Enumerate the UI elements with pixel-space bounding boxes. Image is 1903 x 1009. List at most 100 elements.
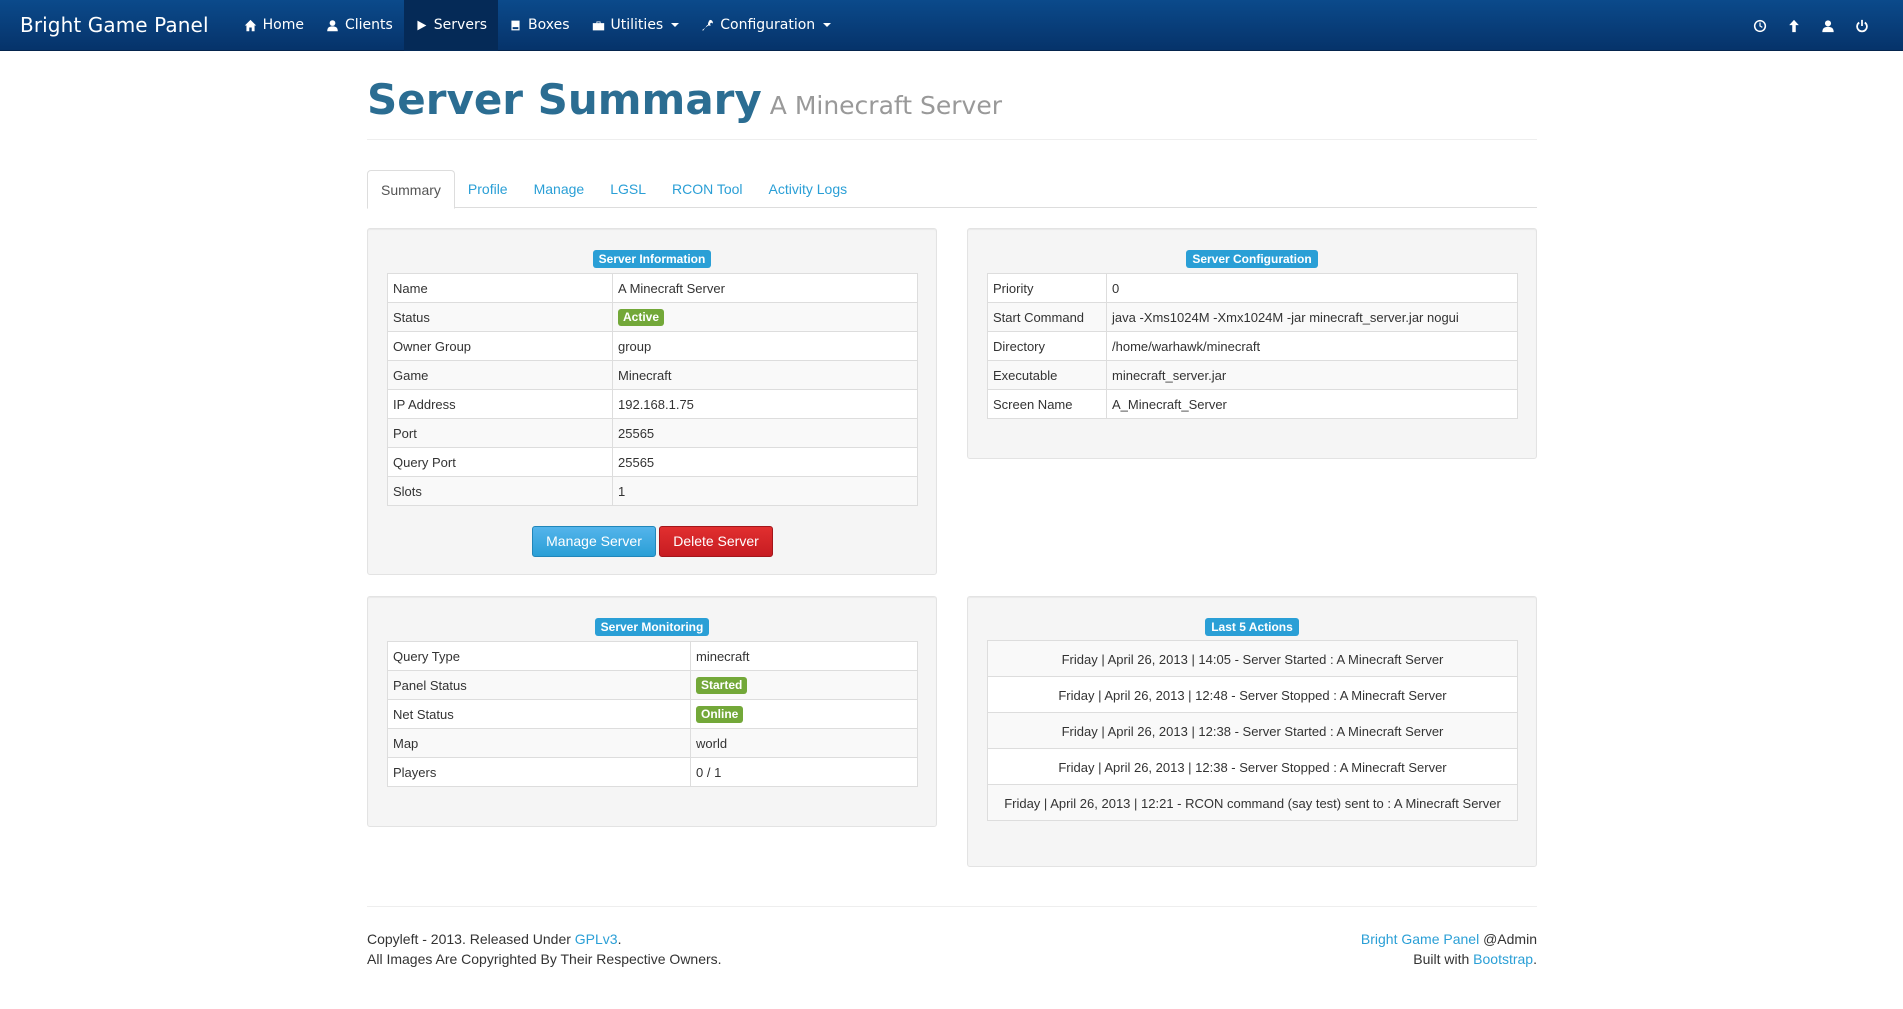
tab-activity-logs[interactable]: Activity Logs xyxy=(768,181,848,197)
footer-period: . xyxy=(617,931,622,947)
table-row: Players 0 / 1 xyxy=(387,757,918,787)
nav-utilities-dropdown[interactable]: Utilities xyxy=(581,0,691,51)
nav-home[interactable]: Home xyxy=(233,0,315,51)
table-row: Directory/home/warhawk/minecraft xyxy=(987,331,1518,361)
table-row: Slots 1 xyxy=(387,476,918,506)
bootstrap-link[interactable]: Bootstrap xyxy=(1473,951,1534,967)
table-row: Priority 0 xyxy=(987,273,1518,303)
nav-clients-label: Clients xyxy=(344,17,393,33)
top-navbar: Bright Game Panel Home Clients Servers B… xyxy=(0,0,1903,51)
row-label: Name xyxy=(387,273,613,303)
nav-boxes-label: Boxes xyxy=(528,17,570,33)
list-item: Friday | April 26, 2013 | 12:38 - Server… xyxy=(987,748,1518,785)
row-value: 0 xyxy=(1106,273,1518,303)
tab-summary[interactable]: Summary xyxy=(367,170,455,209)
row-value: 25565 xyxy=(612,418,918,448)
server-monitoring-panel: Server Monitoring Query Type minecraft Pa… xyxy=(367,596,937,827)
table-row: Map world xyxy=(387,728,918,758)
row-value: /home/warhawk/minecraft xyxy=(1106,331,1518,361)
footer-built-with-text: Built with xyxy=(1413,951,1474,967)
last-actions-list: Friday | April 26, 2013 | 14:05 - Server… xyxy=(987,640,1518,821)
tab-rcon-tool[interactable]: RCON Tool xyxy=(672,181,743,197)
row-label: Query Port xyxy=(387,447,613,477)
row-label: Executable xyxy=(987,360,1107,390)
tab-lgsl[interactable]: LGSL xyxy=(610,181,646,197)
server-configuration-title: Server Configuration xyxy=(1186,250,1318,268)
row-label: Status xyxy=(387,302,613,332)
page-subtitle: A Minecraft Server xyxy=(769,91,1002,120)
nav-utilities-label: Utilities xyxy=(610,17,664,33)
row-value: 1 xyxy=(612,476,918,506)
list-item: Friday | April 26, 2013 | 12:48 - Server… xyxy=(987,676,1518,713)
server-information-title: Server Information xyxy=(592,250,712,268)
footer-left: Copyleft - 2013. Released Under GPLv3. A… xyxy=(367,929,722,969)
nav-home-label: Home xyxy=(262,17,304,33)
table-row: Name A Minecraft Server xyxy=(387,273,918,303)
row-value: 25565 xyxy=(612,447,918,477)
row-label: Screen Name xyxy=(987,389,1107,419)
table-row: Executable minecraft_server.jar xyxy=(987,360,1518,390)
table-row: Net Status Online xyxy=(387,699,918,729)
row-label: Port xyxy=(387,418,613,448)
user-icon[interactable] xyxy=(1821,19,1835,33)
nav-clients[interactable]: Clients xyxy=(315,0,404,51)
list-item: Friday | April 26, 2013 | 14:05 - Server… xyxy=(987,640,1518,677)
tab-manage[interactable]: Manage xyxy=(533,181,585,197)
panel-status-badge: Started xyxy=(696,676,748,694)
table-row: Port 25565 xyxy=(387,418,918,448)
clock-icon[interactable] xyxy=(1753,19,1767,33)
row-label: Map xyxy=(387,728,691,758)
server-information-table: Name A Minecraft Server Status Active Owne… xyxy=(387,273,918,506)
main-nav: Home Clients Servers Boxes Utilities Con… xyxy=(233,0,843,51)
row-label: Directory xyxy=(987,331,1107,361)
server-monitoring-title: Server Monitoring xyxy=(594,618,710,636)
server-configuration-table: Priority 0 Start Command java -Xms1024M -X… xyxy=(987,273,1518,419)
row-value: Minecraft xyxy=(612,360,918,390)
power-icon[interactable] xyxy=(1855,19,1869,33)
row-label: Priority xyxy=(987,273,1107,303)
net-status-badge: Online xyxy=(696,705,744,723)
tab-profile[interactable]: Profile xyxy=(467,181,508,197)
page-header: Server Summary A Minecraft Server xyxy=(367,72,1537,140)
status-badge: Active xyxy=(618,308,665,326)
manage-server-button[interactable]: Manage Server xyxy=(532,526,656,557)
table-row: Game Minecraft xyxy=(387,360,918,390)
wrench-icon xyxy=(702,19,714,31)
row-label: Game xyxy=(387,360,613,390)
user-icon xyxy=(327,19,338,31)
row-label: Players xyxy=(387,757,691,787)
row-value: minecraft_server.jar xyxy=(1106,360,1518,390)
upload-icon[interactable] xyxy=(1787,19,1801,33)
page-title-text: Server Summary xyxy=(367,75,762,124)
table-row: Query Type minecraft xyxy=(387,641,918,671)
row-value: java -Xms1024M -Xmx1024M -jar minecraft_… xyxy=(1106,302,1518,332)
row-value: A_Minecraft_Server xyxy=(1106,389,1518,419)
row-value: 0 / 1 xyxy=(690,757,918,787)
brand-logo[interactable]: Bright Game Panel xyxy=(20,12,209,37)
nav-boxes[interactable]: Boxes xyxy=(498,0,581,51)
row-label: Slots xyxy=(387,476,613,506)
server-tabs: Summary Profile Manage LGSL RCON Tool Ac… xyxy=(367,170,1537,209)
page-title: Server Summary A Minecraft Server xyxy=(367,72,1537,134)
table-row: Status Active xyxy=(387,302,918,332)
nav-configuration-dropdown[interactable]: Configuration xyxy=(690,0,842,51)
row-label: Query Type xyxy=(387,641,691,671)
row-label: Start Command xyxy=(987,302,1107,332)
gplv3-link[interactable]: GPLv3 xyxy=(574,931,618,947)
table-row: Panel Status Started xyxy=(387,670,918,700)
footer-right: Bright Game Panel @Admin Built with Boot… xyxy=(1361,929,1537,969)
table-row: Query Port 25565 xyxy=(387,447,918,477)
nav-servers[interactable]: Servers xyxy=(403,0,499,51)
row-value: group xyxy=(612,331,918,361)
delete-server-button[interactable]: Delete Server xyxy=(659,526,773,557)
table-row: Owner Group group xyxy=(387,331,918,361)
row-label: Owner Group xyxy=(387,331,613,361)
bright-game-panel-link[interactable]: Bright Game Panel xyxy=(1360,931,1480,947)
footer-period: . xyxy=(1533,951,1537,967)
table-row: Start Command java -Xms1024M -Xmx1024M -j… xyxy=(987,302,1518,332)
play-icon xyxy=(417,20,427,30)
row-label: IP Address xyxy=(387,389,613,419)
footer-admin-text: @Admin xyxy=(1479,931,1537,947)
server-configuration-panel: Server Configuration Priority 0 Start Com… xyxy=(967,228,1537,459)
server-information-panel: Server Information Name A Minecraft Serve… xyxy=(367,228,937,575)
